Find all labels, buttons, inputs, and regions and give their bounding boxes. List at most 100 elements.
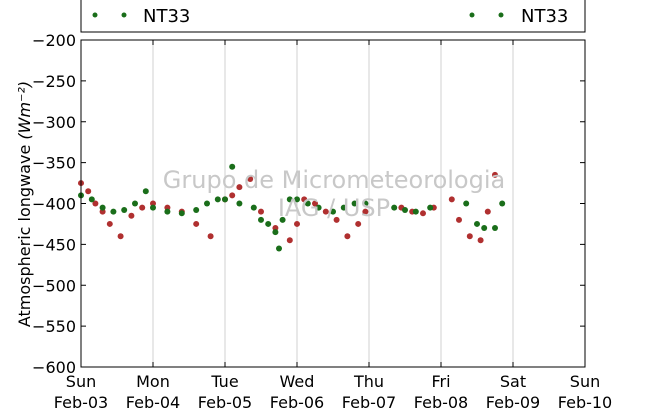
data-point <box>466 233 473 240</box>
x-tick-label-date: Feb-06 <box>270 393 324 409</box>
series-layer <box>78 163 506 252</box>
legend: NT33 NT33 <box>80 0 586 33</box>
data-point <box>420 210 426 217</box>
x-tick-label-day: Mon <box>136 372 170 391</box>
data-point <box>229 163 236 170</box>
data-point <box>88 196 95 203</box>
y-axis-label-text: Atmospheric longwave <box>15 145 34 327</box>
data-point <box>117 233 124 240</box>
data-point <box>247 175 254 182</box>
data-point <box>272 229 279 236</box>
data-point <box>236 184 243 191</box>
legend-marker <box>121 12 127 18</box>
ticks: Sun Feb-03 Mon Feb-04 Tue Feb-05 Wed Feb-06 Thu F… <box>32 31 612 409</box>
data-point <box>484 208 491 215</box>
data-point <box>214 196 221 203</box>
data-point <box>463 200 470 207</box>
data-point <box>362 200 369 207</box>
data-point <box>276 245 282 252</box>
series-0 <box>78 171 498 244</box>
data-point <box>286 196 293 203</box>
data-point <box>279 216 286 223</box>
data-point <box>222 196 228 203</box>
data-point <box>193 220 200 227</box>
data-point <box>110 208 117 215</box>
legend-marker <box>92 12 98 18</box>
x-tick-label-day: Fri <box>431 372 450 391</box>
data-point <box>250 204 257 211</box>
data-point <box>492 225 498 232</box>
x-tick-label-date: Feb-10 <box>558 393 612 409</box>
x-tick-label-date: Feb-07 <box>342 393 396 409</box>
data-point <box>106 220 113 227</box>
y-tick-label: −200 <box>32 31 76 50</box>
data-point <box>362 208 369 215</box>
legend-label-right: NT33 <box>521 6 568 27</box>
gridlines <box>152 40 514 367</box>
y-axis-label: Atmospheric longwave (Wm⁻²) <box>15 81 34 327</box>
data-point <box>391 204 398 211</box>
data-point <box>132 200 138 207</box>
data-point <box>402 207 408 214</box>
legend-marker <box>498 12 504 18</box>
data-point <box>193 207 200 214</box>
x-tick-label-date: Feb-09 <box>486 393 540 409</box>
data-point <box>294 220 300 227</box>
data-point <box>139 204 146 211</box>
y-tick-label: −250 <box>32 72 76 91</box>
data-point <box>355 220 362 227</box>
data-point <box>492 171 498 178</box>
data-point <box>85 188 92 195</box>
data-point <box>481 225 488 232</box>
data-point <box>351 200 358 207</box>
data-point <box>204 200 210 207</box>
x-tick-label-date: Feb-05 <box>198 393 252 409</box>
data-point <box>330 208 336 215</box>
data-point <box>121 207 128 214</box>
data-point <box>128 212 135 219</box>
y-tick-label: −500 <box>32 276 76 295</box>
series-1 <box>78 163 506 252</box>
y-tick-label: −550 <box>32 317 76 336</box>
data-point <box>258 216 264 223</box>
data-point <box>456 216 462 223</box>
data-point <box>412 208 419 215</box>
data-point <box>286 237 293 244</box>
data-point <box>265 220 272 227</box>
data-point <box>499 200 506 207</box>
data-point <box>236 200 243 207</box>
x-tick-label-day: Wed <box>280 372 315 391</box>
y-tick-label: −300 <box>32 113 76 132</box>
y-tick-label: −400 <box>32 195 76 214</box>
data-point <box>312 200 318 207</box>
x-tick-label-day: Sun <box>570 372 600 391</box>
x-tick-label-date: Feb-08 <box>414 393 468 409</box>
x-tick-label-day: Sun <box>66 372 96 391</box>
x-tick-label-day: Thu <box>353 372 384 391</box>
watermark-line-1: Grupo de Micrometeorologia <box>163 166 505 194</box>
data-point <box>477 237 484 244</box>
data-point <box>301 196 308 203</box>
data-point <box>294 196 300 203</box>
data-point <box>340 204 347 211</box>
x-tick-label-date: Feb-03 <box>54 393 108 409</box>
data-point <box>322 208 329 215</box>
legend-marker <box>469 12 475 18</box>
data-point <box>92 200 99 207</box>
y-tick-label: −350 <box>32 154 76 173</box>
data-point <box>207 233 214 240</box>
y-axis-label-units: (Wm⁻²) <box>15 81 34 140</box>
data-point <box>258 208 264 215</box>
x-tick-label-day: Tue <box>210 372 238 391</box>
x-tick-label-day: Sat <box>500 372 526 391</box>
watermark: Grupo de Micrometeorologia IAG / USP <box>163 166 505 222</box>
data-point <box>142 188 149 195</box>
data-point <box>427 204 434 211</box>
data-point <box>474 220 480 227</box>
y-tick-label: −600 <box>32 358 76 377</box>
data-point <box>164 208 171 215</box>
data-point <box>304 200 311 207</box>
data-point <box>229 192 236 199</box>
x-tick-label-date: Feb-04 <box>126 393 180 409</box>
